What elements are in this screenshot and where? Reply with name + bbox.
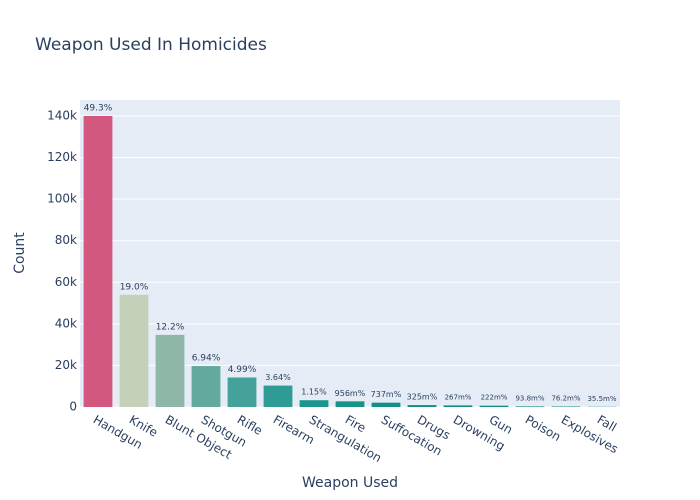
bar bbox=[191, 366, 221, 407]
bar bbox=[155, 334, 185, 407]
y-tick-label: 20k bbox=[55, 358, 77, 372]
bar-label: 1.15% bbox=[301, 388, 327, 397]
bar-label: 19.0% bbox=[120, 282, 149, 292]
chart-title: Weapon Used In Homicides bbox=[35, 35, 267, 55]
bar-label: 267m% bbox=[445, 393, 472, 401]
bar-label: 325m% bbox=[407, 393, 438, 402]
bar bbox=[407, 405, 437, 407]
bar-label: 6.94% bbox=[192, 354, 221, 364]
bar-label: 737m% bbox=[371, 390, 402, 399]
y-tick-label: 40k bbox=[55, 316, 77, 330]
bar bbox=[335, 401, 365, 407]
y-tick-label: 140k bbox=[47, 109, 77, 123]
x-tick-label: Poison bbox=[523, 413, 564, 444]
y-tick-label: 100k bbox=[47, 192, 77, 206]
bar-label: 35.5m% bbox=[587, 395, 616, 403]
bar bbox=[299, 400, 329, 407]
bar bbox=[479, 405, 509, 407]
bar-label: 956m% bbox=[335, 389, 366, 398]
bar-label: 3.64% bbox=[265, 373, 291, 382]
bar-label: 49.3% bbox=[84, 104, 113, 114]
y-tick-label: 60k bbox=[55, 275, 77, 289]
y-tick-label: 0 bbox=[69, 400, 77, 414]
bar-label: 4.99% bbox=[228, 365, 257, 375]
y-tick-label: 80k bbox=[55, 233, 77, 247]
bar bbox=[443, 405, 473, 407]
bar-label: 222m% bbox=[481, 394, 508, 402]
bar-label: 76.2m% bbox=[551, 395, 580, 403]
y-tick-label: 120k bbox=[47, 150, 77, 164]
bar bbox=[263, 385, 293, 407]
bar bbox=[83, 116, 113, 408]
bar bbox=[515, 406, 545, 407]
bar-label: 12.2% bbox=[156, 322, 185, 332]
x-axis-title: Weapon Used bbox=[302, 475, 398, 491]
bar bbox=[371, 402, 401, 407]
bar-label: 93.8m% bbox=[515, 394, 544, 402]
bar bbox=[119, 294, 149, 407]
y-axis-title: Count bbox=[12, 232, 28, 274]
bar bbox=[227, 377, 257, 407]
